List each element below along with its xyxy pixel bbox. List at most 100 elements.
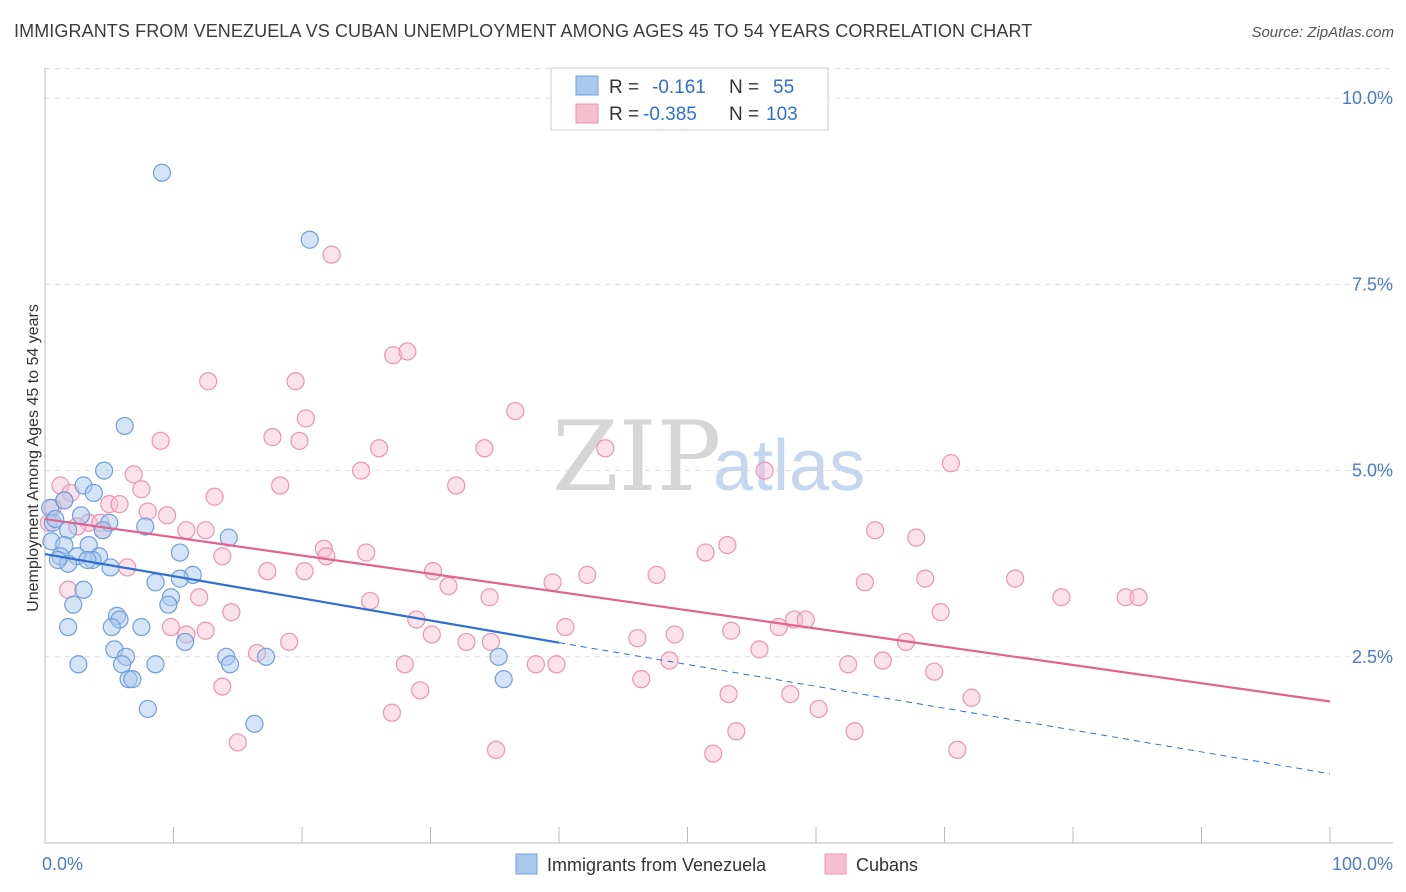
venezuela-point: [245, 714, 264, 733]
cubans-point: [962, 688, 981, 707]
legend-swatch-venezuela: [575, 75, 599, 96]
cubans-point: [718, 535, 737, 555]
series-venezuela: [41, 163, 513, 733]
cubans-point: [439, 576, 458, 596]
legend-r-value-venezuela: -0.161: [652, 77, 706, 98]
venezuela-point: [71, 506, 91, 525]
venezuela-point: [55, 491, 74, 510]
cubans-point: [660, 651, 679, 670]
cubans-point: [526, 655, 545, 674]
cubans-point: [855, 573, 874, 592]
legend-r-value-cubans: -0.385: [643, 104, 697, 125]
cubans-point: [196, 621, 215, 640]
cubans-point: [1006, 569, 1025, 588]
cubans-point: [1129, 588, 1148, 607]
y-tick-label: 2.5%: [1352, 647, 1393, 667]
cubans-point: [722, 621, 741, 640]
bottom-legend-swatch-venezuela: [515, 853, 538, 875]
legend-r-label-1: R =: [609, 77, 639, 98]
cubans-point: [357, 543, 376, 562]
cubans-point: [704, 744, 723, 763]
cubans-point: [213, 677, 232, 696]
watermark-zip: ZIP: [552, 401, 721, 513]
legend-r-label-2: R =: [609, 104, 639, 125]
cubans-point: [781, 684, 800, 704]
watermark: ZIP atlas: [552, 401, 865, 513]
venezuela-point: [74, 580, 93, 599]
cubans-point: [873, 651, 892, 670]
series-legend: Immigrants from Venezuela Cubans: [515, 853, 918, 875]
venezuela-trend-line: [44, 552, 560, 644]
gridlines: [45, 67, 1393, 658]
cubans-point: [925, 662, 944, 681]
bottom-legend-swatch-cubans: [824, 853, 847, 875]
venezuela-point: [489, 647, 508, 666]
legend-swatch-cubans: [575, 103, 599, 124]
venezuela-point: [146, 655, 165, 674]
cubans-point: [632, 670, 651, 689]
cubans-point: [543, 573, 562, 592]
cubans-point: [475, 439, 494, 458]
cubans-point: [228, 733, 247, 752]
cubans-point: [286, 372, 305, 391]
venezuela-point: [152, 163, 172, 182]
cubans-point: [161, 617, 181, 637]
cubans-point: [866, 521, 885, 540]
cubans-point: [157, 506, 177, 525]
chart-title: IMMIGRANTS FROM VENEZUELA VS CUBAN UNEMP…: [14, 21, 1033, 41]
venezuela-point: [136, 517, 155, 536]
cubans-point: [547, 655, 566, 674]
venezuela-point: [256, 647, 276, 666]
y-tick-labels: 2.5% 5.0% 7.5% 10.0%: [1342, 88, 1393, 667]
cubans-point: [755, 461, 774, 480]
cubans-point: [809, 699, 828, 719]
cubans-point: [839, 655, 858, 674]
cubans-point: [280, 632, 299, 652]
trend-lines: [44, 517, 1331, 775]
venezuela-point: [59, 617, 78, 637]
venezuela-point: [48, 550, 67, 570]
cubans-point: [719, 684, 738, 704]
cubans-point: [258, 562, 277, 581]
cubans-point: [750, 640, 769, 659]
cubans-point: [124, 465, 143, 484]
venezuela-point: [132, 617, 151, 637]
x-tick-label-min: 0.0%: [42, 854, 83, 874]
cubans-point: [948, 740, 967, 760]
x-tick-label-max: 100.0%: [1332, 854, 1393, 874]
cubans-point: [769, 617, 788, 637]
venezuela-point: [93, 521, 112, 540]
venezuela-trend-extension: [558, 642, 1331, 775]
cubans-point: [931, 603, 950, 622]
cubans-point: [205, 487, 224, 506]
venezuela-point: [138, 699, 157, 719]
cubans-point: [628, 629, 647, 648]
cubans-point: [596, 439, 615, 458]
cubans-point: [941, 454, 961, 473]
y-tick-label: 5.0%: [1352, 461, 1393, 481]
cubans-point: [295, 562, 314, 581]
cubans-point: [314, 539, 333, 558]
cubans-point: [422, 625, 441, 644]
cubans-point: [578, 565, 597, 584]
cubans-point: [271, 476, 290, 495]
cubans-point: [263, 428, 282, 447]
cubans-point: [727, 722, 746, 741]
cubans-point: [322, 245, 341, 264]
cubans-trend-line: [44, 517, 1331, 703]
venezuela-point: [102, 617, 121, 637]
cubans-point: [696, 543, 715, 562]
cubans-point: [290, 431, 309, 450]
cubans-point: [481, 632, 500, 652]
cubans-point: [447, 476, 466, 495]
cubans-point: [132, 480, 151, 499]
cubans-point: [845, 722, 864, 741]
venezuela-point: [69, 655, 88, 674]
cubans-point: [196, 521, 215, 540]
cubans-point: [100, 495, 119, 514]
bottom-legend-label-cubans: Cubans: [856, 855, 918, 875]
venezuela-point: [146, 573, 165, 592]
venezuela-point: [84, 483, 103, 503]
cubans-point: [317, 547, 336, 566]
